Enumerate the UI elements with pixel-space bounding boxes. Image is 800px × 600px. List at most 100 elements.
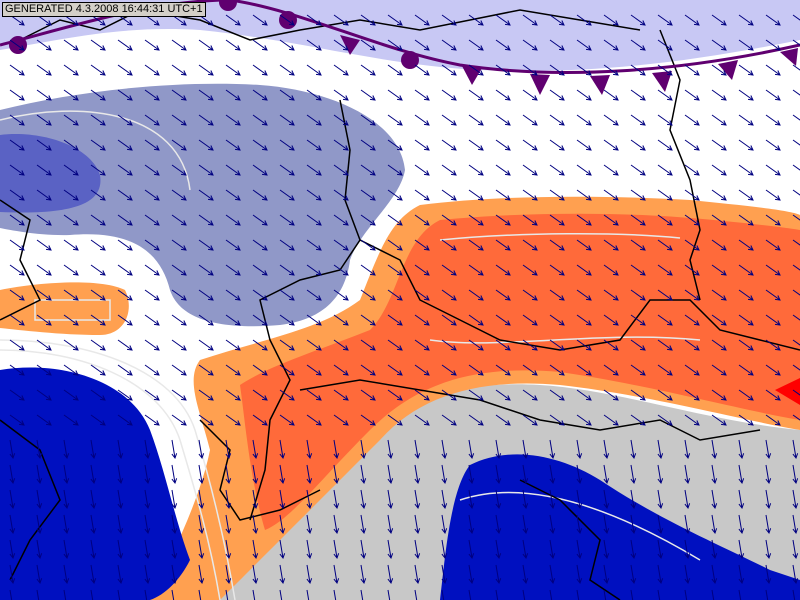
wind-arrow-icon xyxy=(495,564,502,585)
wind-arrow-icon xyxy=(117,414,133,426)
wind-arrow-icon xyxy=(441,39,457,51)
wind-arrow-icon xyxy=(387,489,394,510)
wind-arrow-icon xyxy=(468,589,472,600)
wind-arrow-icon xyxy=(603,439,610,460)
wind-arrow-icon xyxy=(198,589,202,600)
wind-arrow-icon xyxy=(225,489,232,510)
wind-arrow-icon xyxy=(441,239,457,251)
wind-arrow-icon xyxy=(684,589,688,600)
wind-arrow-icon xyxy=(306,314,322,326)
wind-arrow-icon xyxy=(549,589,553,600)
wind-arrow-icon xyxy=(252,139,268,151)
wind-arrow-icon xyxy=(63,364,79,376)
wind-arrow-icon xyxy=(90,189,106,201)
wind-arrow-icon xyxy=(279,114,295,126)
wind-arrow-icon xyxy=(549,289,565,301)
wind-arrow-icon xyxy=(90,139,106,151)
wind-arrow-icon xyxy=(198,339,214,351)
wind-arrow-icon xyxy=(549,564,556,585)
wind-arrow-icon xyxy=(684,39,700,51)
wind-arrow-icon xyxy=(765,139,781,151)
wind-arrow-icon xyxy=(684,414,700,426)
wind-arrow-icon xyxy=(279,64,295,76)
wind-arrow-icon xyxy=(522,364,538,376)
wind-arrow-icon xyxy=(684,339,700,351)
wind-arrow-icon xyxy=(198,439,205,460)
wind-arrow-icon xyxy=(171,539,178,560)
wind-arrow-icon xyxy=(387,214,403,226)
wind-arrow-icon xyxy=(279,564,286,585)
wind-arrow-icon xyxy=(360,464,367,485)
wind-arrow-icon xyxy=(117,239,133,251)
wind-arrow-icon xyxy=(198,389,214,401)
wind-arrow-icon xyxy=(657,564,664,585)
wind-arrow-icon xyxy=(387,64,403,76)
wind-arrow-icon xyxy=(225,514,232,535)
wind-arrow-icon xyxy=(198,564,205,585)
wind-arrow-icon xyxy=(198,39,214,51)
wind-arrow-icon xyxy=(171,39,187,51)
wind-arrow-icon xyxy=(225,339,241,351)
border-balkan xyxy=(519,479,621,600)
wind-arrow-icon xyxy=(90,539,97,560)
wind-arrow-icon xyxy=(468,314,484,326)
wind-arrow-icon xyxy=(468,514,475,535)
wind-arrow-icon xyxy=(387,264,403,276)
wind-arrow-icon xyxy=(657,339,673,351)
wind-arrow-icon xyxy=(630,14,646,26)
wind-arrow-icon xyxy=(9,389,25,401)
wind-arrow-icon xyxy=(90,514,97,535)
country-borders xyxy=(0,9,800,600)
wind-arrow-icon xyxy=(252,189,268,201)
wind-arrow-icon xyxy=(117,314,133,326)
area-deep-blue-south xyxy=(440,454,800,600)
wind-arrow-icon xyxy=(252,464,259,485)
wind-arrow-icon xyxy=(333,314,349,326)
wind-arrow-icon xyxy=(171,339,187,351)
wind-arrow-icon xyxy=(198,414,214,426)
wind-arrow-icon xyxy=(36,514,43,535)
wind-arrow-icon xyxy=(792,39,800,46)
wind-arrow-icon xyxy=(522,214,538,226)
wind-arrow-icon xyxy=(603,339,619,351)
wind-arrow-icon xyxy=(414,64,430,76)
wind-arrow-icon xyxy=(171,139,187,151)
wind-arrow-icon xyxy=(765,564,772,585)
wind-arrow-icon xyxy=(414,289,430,301)
wind-arrow-icon xyxy=(360,589,364,600)
wind-arrow-icon xyxy=(360,264,376,276)
wind-arrow-icon xyxy=(765,239,781,251)
wind-arrow-icon xyxy=(630,39,646,51)
wind-arrow-icon xyxy=(387,539,394,560)
wind-arrow-icon xyxy=(333,589,337,600)
wind-arrow-icon xyxy=(225,389,241,401)
wind-arrow-icon xyxy=(441,114,457,126)
wind-arrow-icon xyxy=(711,589,715,600)
wind-arrow-icon xyxy=(711,289,727,301)
wind-arrow-icon xyxy=(711,64,727,76)
wind-arrow-icon xyxy=(495,389,511,401)
wind-arrow-icon xyxy=(279,264,295,276)
wind-arrow-icon xyxy=(414,89,430,101)
wind-arrow-icon xyxy=(495,239,511,251)
wind-arrow-icon xyxy=(9,164,25,176)
wind-arrow-icon xyxy=(36,164,52,176)
wind-arrow-icon xyxy=(738,389,754,401)
wind-arrow-icon xyxy=(738,89,754,101)
wind-arrow-icon xyxy=(9,39,25,51)
wind-arrow-icon xyxy=(333,164,349,176)
wind-arrow-icon xyxy=(711,239,727,251)
wind-arrow-icon xyxy=(144,489,151,510)
wind-arrow-icon xyxy=(711,564,718,585)
wind-arrow-icon xyxy=(117,89,133,101)
wind-arrow-icon xyxy=(225,114,241,126)
wind-arrow-icon xyxy=(279,314,295,326)
wind-arrow-icon xyxy=(441,314,457,326)
wind-arrow-icon xyxy=(549,364,565,376)
wind-arrow-icon xyxy=(630,139,646,151)
border-fr xyxy=(0,199,42,321)
wind-arrow-icon xyxy=(9,89,25,101)
wind-arrow-icon xyxy=(765,289,781,301)
wind-arrow-icon xyxy=(630,339,646,351)
wind-arrow-icon xyxy=(171,514,178,535)
